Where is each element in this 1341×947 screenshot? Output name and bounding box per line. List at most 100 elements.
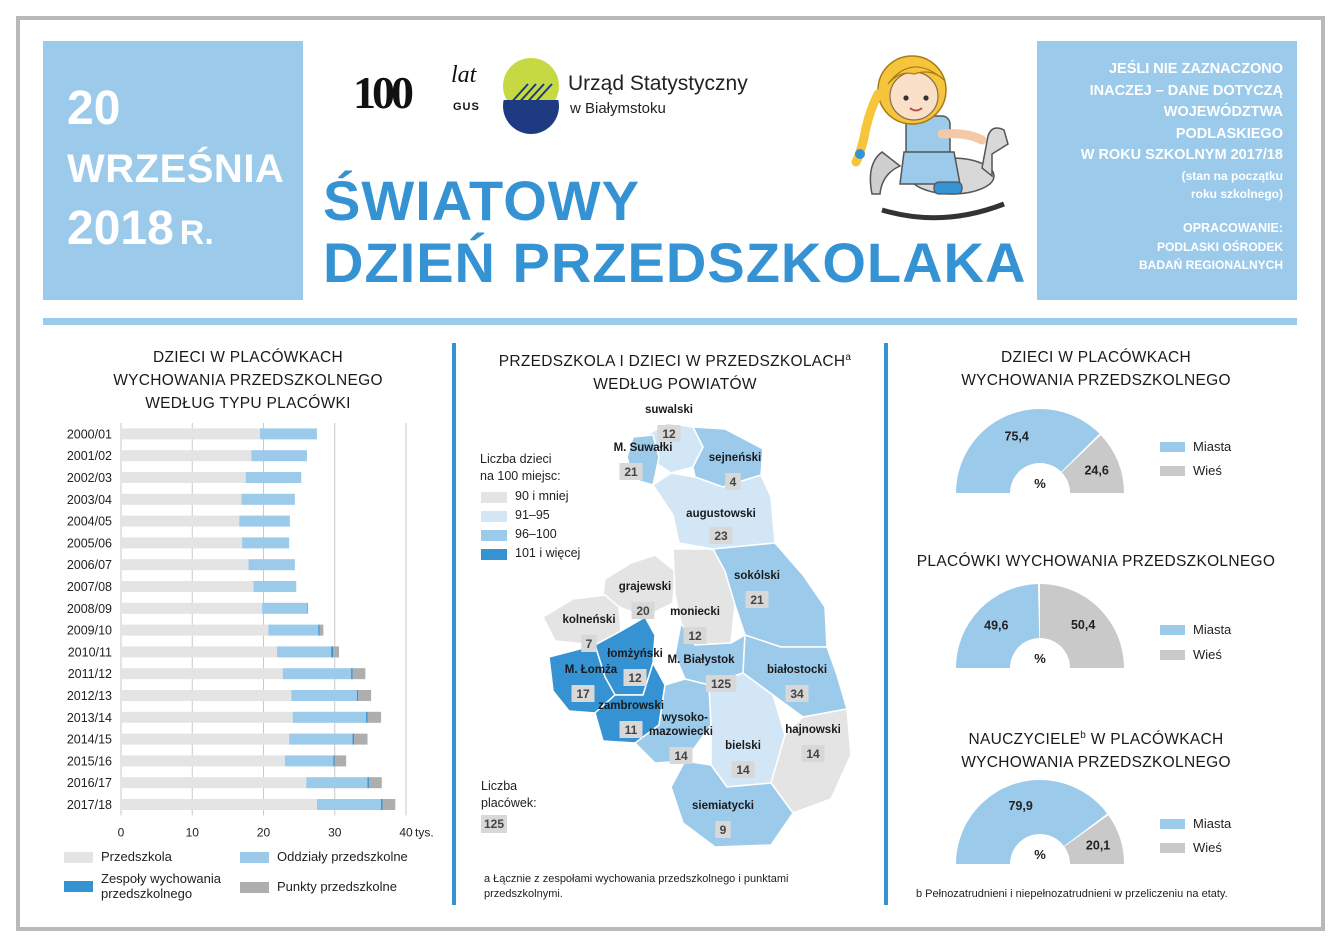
map-count-label: 20 [636, 604, 650, 618]
office-name: Urząd Statystyczny [568, 72, 748, 95]
map-title-line2: WEDŁUG POWIATÓW [593, 376, 757, 394]
info-line-3: WOJEWÓDZTWA [1163, 104, 1283, 120]
bar-segment [353, 733, 368, 745]
bar-segment [333, 755, 335, 767]
bar-segment [121, 799, 317, 810]
bar-segment [268, 624, 319, 636]
info-line-5: W ROKU SZKOLNYM 2017/18 [1080, 147, 1283, 163]
bar-segment [334, 755, 347, 767]
credit-line-2: PODLASKI OŚRODEK [1156, 239, 1283, 254]
map-count-box [725, 473, 741, 490]
bar-segment [292, 711, 367, 723]
bar-segment [121, 690, 292, 701]
legend-label-zespoly-2: przedszkolnego [101, 886, 193, 901]
bar-segment [284, 755, 334, 767]
date-month: WRZEŚNIA [67, 147, 285, 191]
donut3-title-sup: b [1080, 730, 1087, 741]
legend-label-przedszkola: Przedszkola [101, 849, 172, 864]
map-count-box [715, 821, 731, 838]
bar-segment [241, 493, 295, 505]
map-legend-title-1: Liczba dzieci [480, 452, 552, 466]
info-box: JEŚLI NIE ZAZNACZONO INACZEJ – DANE DOTY… [1037, 41, 1297, 300]
legend-label-zespoly-1: Zespoły wychowania [101, 871, 221, 886]
donut2-title: PLACÓWKI WYCHOWANIA PRZEDSZKOLNEGO [900, 550, 1292, 573]
donut1-legend-miasta: Miasta [1160, 439, 1231, 454]
bar-segment [251, 450, 307, 462]
bar-category-label: 2005/06 [67, 536, 112, 550]
donut1-swatch-miasta [1160, 441, 1185, 452]
bar-segment [262, 602, 307, 614]
donut3-label-miasta: Miasta [1193, 816, 1232, 831]
bar-segment [367, 711, 382, 723]
bar-segment [306, 602, 308, 614]
bar-category-label: 2003/04 [67, 493, 112, 507]
bar-segment [121, 581, 254, 592]
donut3-label-wies: Wieś [1193, 840, 1222, 855]
donut1-title: DZIECI W PLACÓWKACH WYCHOWANIA PRZEDSZKO… [900, 346, 1292, 392]
map-count-label: 14 [806, 747, 820, 761]
bar-x-tick: 40 [399, 825, 413, 839]
bar-title-line2: WYCHOWANIA PRZEDSZKOLNEGO [113, 372, 383, 389]
donut-slice [956, 409, 1100, 493]
bar-segment [245, 472, 302, 483]
donut3-legend-miasta: Miasta [1160, 816, 1231, 831]
donut1-title-line1: DZIECI W PLACÓWKACH [1001, 349, 1191, 366]
bar-segment [121, 646, 278, 658]
bar-segment [306, 777, 368, 789]
map-region-label: sokólski [734, 570, 780, 582]
column-divider-left [452, 343, 456, 905]
map-region-label: augustowski [686, 508, 756, 520]
bar-segment [121, 602, 263, 614]
bar-segment [352, 668, 366, 680]
donut1-swatch-wies [1160, 465, 1185, 476]
bar-segment [368, 777, 382, 789]
map-count-box [785, 685, 809, 702]
map-count-label: 21 [750, 593, 764, 607]
gus-100-logo: 100 lat GUS [353, 60, 493, 120]
donut-slice [1061, 435, 1124, 493]
map-class-label-1: 91–95 [515, 508, 550, 522]
bar-category-label: 2000/01 [67, 427, 112, 441]
bar-segment [382, 799, 396, 810]
bar-segment [351, 668, 353, 680]
bar-category-label: 2001/02 [67, 449, 112, 463]
map-count-label: 23 [714, 529, 728, 543]
map-legend-class-1: 91–95 [481, 508, 550, 522]
map-footnote-line2: przedszkolnymi. [484, 888, 563, 900]
bar-category-label: 2010/11 [68, 645, 112, 659]
donut-value-label: 79,9 [1009, 799, 1033, 813]
donut3-title-text2: W PLACÓWKACH [1086, 731, 1224, 749]
map-region-label: wysoko- [661, 712, 708, 724]
bar-chart-title: DZIECI W PLACÓWKACH WYCHOWANIA PRZEDSZKO… [60, 346, 436, 415]
legend-label-oddzialy: Oddziały przedszkolne [277, 849, 408, 864]
donut-slice [956, 780, 1108, 864]
donut-value-label: 24,6 [1084, 463, 1108, 477]
bar-segment [239, 515, 290, 527]
bar-segment [367, 777, 369, 789]
bar-segment [291, 690, 357, 701]
bar-category-label: 2009/10 [67, 624, 112, 638]
bar-segment [316, 799, 382, 810]
donut3-legend-wies: Wieś [1160, 840, 1222, 855]
map-region-label: białostocki [767, 664, 827, 676]
bar-x-tick: 20 [257, 825, 271, 839]
donut3-title-line2: WYCHOWANIA PRZEDSZKOLNEGO [961, 754, 1231, 772]
map-title-sup: a [845, 352, 852, 363]
donut-center-label: % [1034, 476, 1046, 491]
credit-line-3: BADAŃ REGIONALNYCH [1139, 257, 1283, 272]
donut3-swatch-wies [1160, 842, 1185, 853]
bar-segment [319, 624, 324, 636]
page-title-line1: ŚWIATOWY [323, 169, 641, 232]
donut-value-label: 20,1 [1086, 838, 1110, 852]
bar-category-label: 2004/05 [67, 515, 112, 529]
office-city: w Białymstoku [570, 100, 666, 117]
date-box: 20 WRZEŚNIA 2018 R. [43, 41, 303, 300]
bar-x-unit: tys. [415, 825, 434, 839]
donut2-label-miasta: Miasta [1193, 622, 1232, 637]
bar-category-label: 2014/15 [67, 733, 112, 747]
map-legend-title-2: na 100 miejsc: [480, 469, 561, 483]
legend-zespoly: Zespoły wychowania przedszkolnego [64, 871, 221, 901]
map-swatch-3 [481, 549, 507, 560]
map-region-label: kolneński [562, 614, 615, 626]
